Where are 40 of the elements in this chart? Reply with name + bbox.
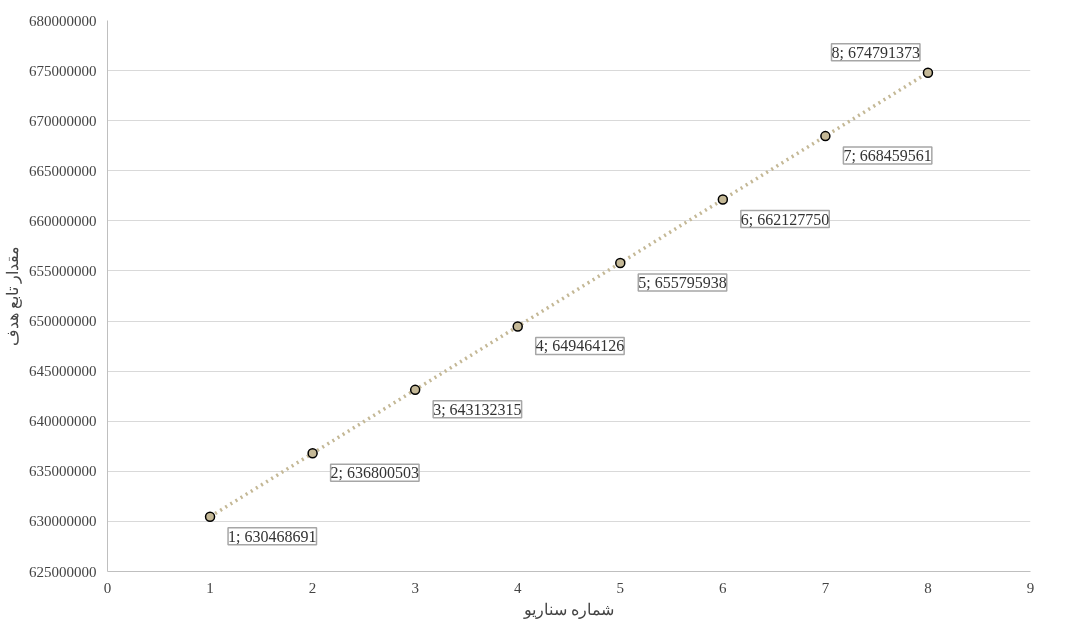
x-tick-label: 6 [719,579,728,596]
data-label: 2; 636800503 [330,464,420,482]
x-axis-title: شماره سناریو [523,600,614,619]
data-label: 6; 662127750 [740,210,830,228]
point [717,194,729,205]
point [409,384,421,396]
y-tick-label: 665000000 [29,162,97,179]
y-tick-label: 640000000 [29,413,97,430]
y-tick-label: 645000000 [29,363,97,380]
y-tick-label: 630000000 [29,513,97,530]
y-tick-label: 680000000 [29,12,97,29]
x-tick-label: 9 [1026,579,1035,596]
point [307,448,318,459]
point [922,67,934,78]
y-tick-label: 660000000 [29,212,97,229]
point [615,257,626,269]
x-tick-label: 2 [308,579,317,596]
x-tick-label: 7 [821,579,830,596]
y-tick-label: 670000000 [29,112,97,129]
y-tick-label: 650000000 [29,313,97,330]
y-tick-label: 635000000 [29,463,97,480]
data-label: 4; 649464126 [535,337,625,355]
x-tick-label: 3 [411,579,419,596]
x-tick-label: 1 [206,579,214,596]
y-tick-label: 655000000 [29,262,97,279]
x-tick-label: 5 [616,579,625,596]
point [204,511,216,522]
y-axis-title: مقدار تابع هدف [4,246,22,346]
y-tick-label: 675000000 [29,62,97,79]
data-label: 3; 643132315 [433,400,522,418]
point [820,130,831,142]
data-label: 1; 630468691 [228,527,317,545]
data-label: 7; 668459561 [843,147,932,165]
data-label: 5; 655795938 [638,273,727,291]
y-tick-label: 625000000 [29,563,97,580]
x-tick-label: 8 [924,579,932,596]
point [512,321,523,332]
x-tick-label: 0 [103,579,112,596]
data-label: 8; 674791373 [831,43,920,61]
x-tick-label: 4 [513,579,522,596]
